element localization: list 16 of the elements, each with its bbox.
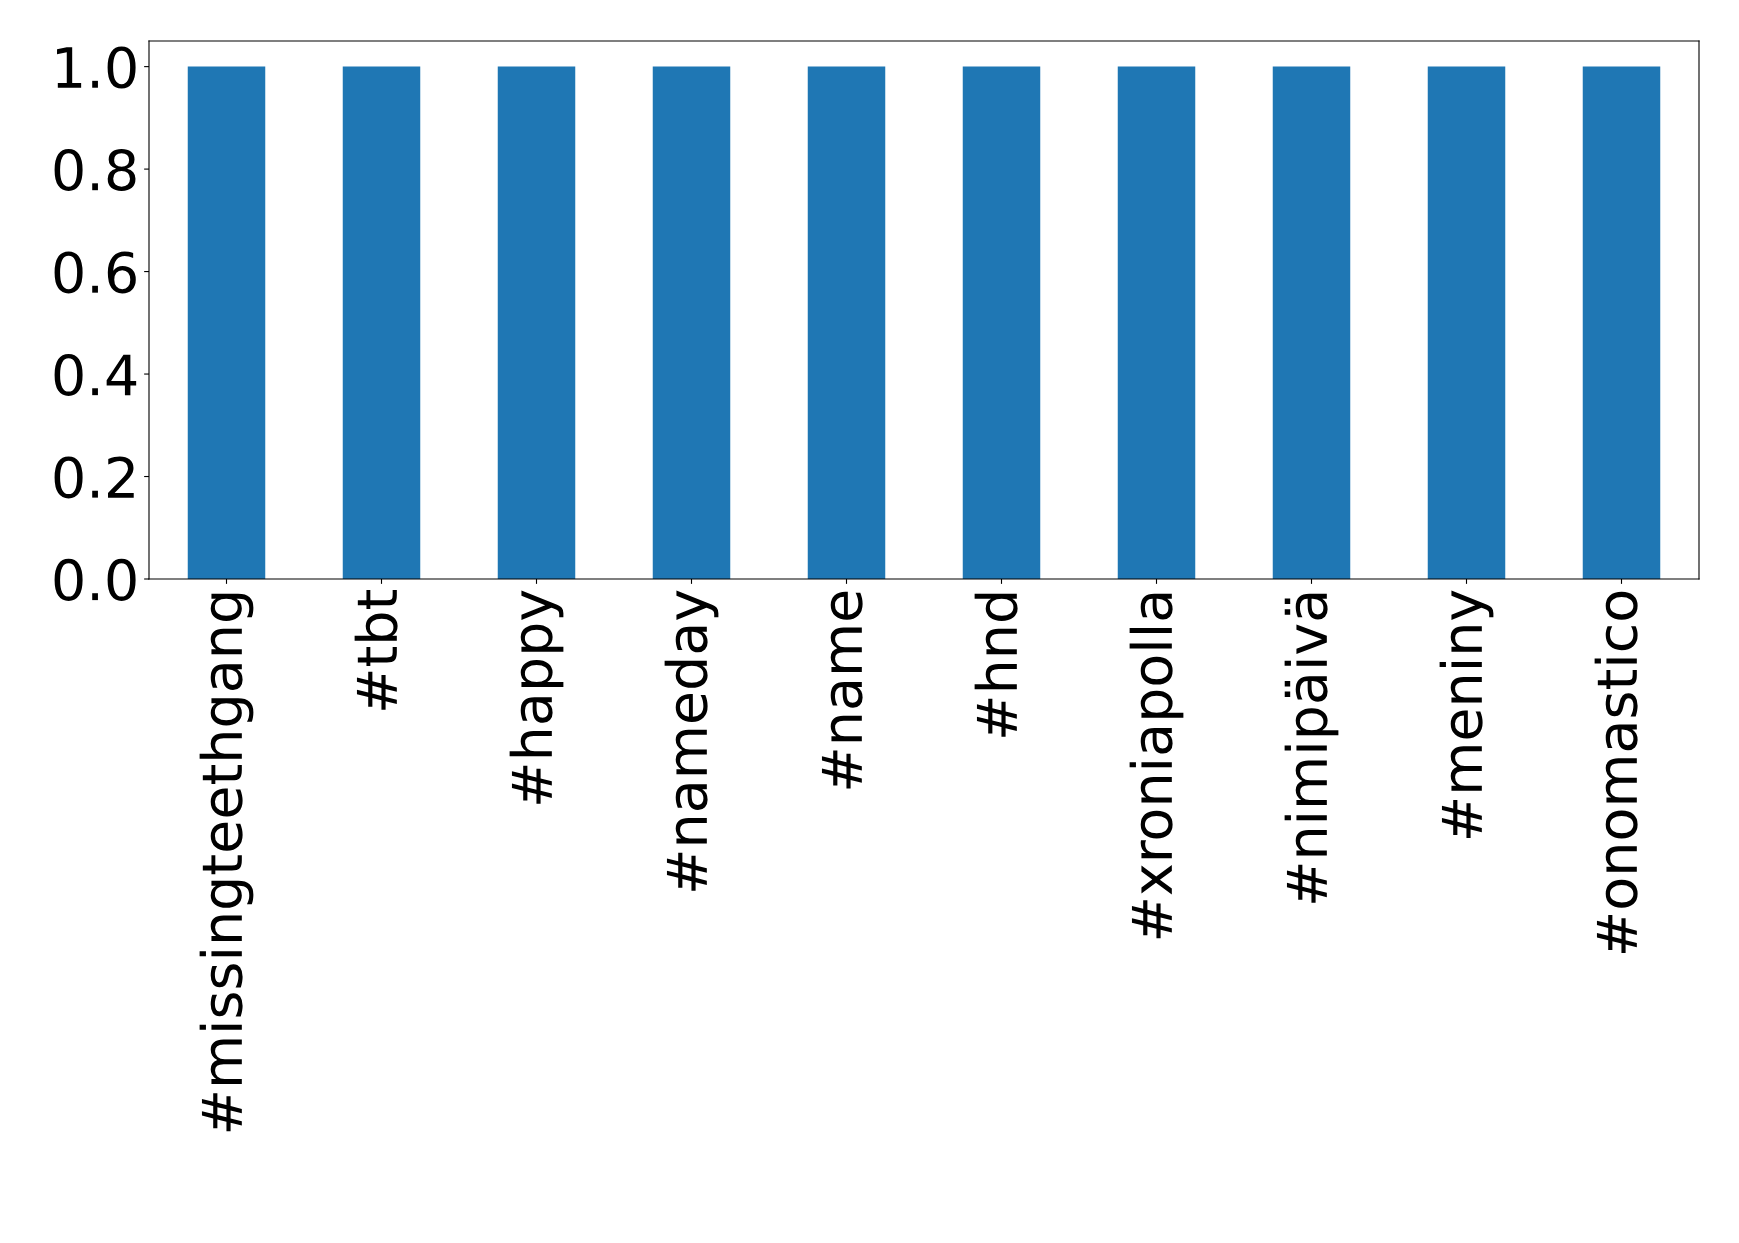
x-tick-label: #happy: [509, 590, 564, 804]
x-tick-label: #nameday: [664, 590, 719, 891]
x-tick-label: #name: [821, 591, 863, 789]
y-tick-label: 0.2: [54, 456, 134, 499]
y-tick-label: 0.0: [54, 558, 136, 601]
x-tick-label: #missingteethgang: [199, 593, 254, 1132]
x-tick-label: #onomastico: [1594, 591, 1638, 954]
y-tick-label: 1.0: [57, 46, 136, 89]
x-tick-label: #meniny: [1439, 590, 1494, 839]
y-tick-label: 0.8: [54, 148, 136, 191]
x-tick-label: #tbt: [354, 590, 398, 710]
y-tick-label: 0.6: [54, 251, 136, 294]
y-tick-label: 0.4: [54, 353, 137, 396]
x-tick-label: #xroniapolla: [1129, 593, 1184, 939]
x-tick-label: #nimipäivä: [1284, 593, 1339, 903]
x-tick-label: #hnd: [974, 593, 1018, 737]
